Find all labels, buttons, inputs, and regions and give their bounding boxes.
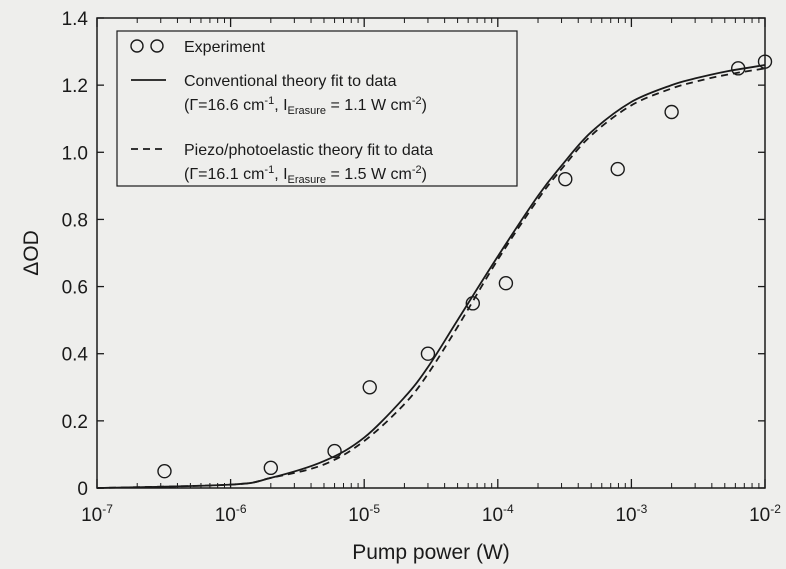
legend-label-conventional: Conventional theory fit to data [184,73,397,90]
legend-params-conventional: (Γ=16.6 cm-1, IErasure = 1.1 W cm-2) [184,95,427,117]
param-i-label: , I [274,166,287,183]
legend: Experiment Conventional theory fit to da… [116,30,518,187]
y-tick-label: 1.0 [62,143,88,164]
x-tick-label: 10-7 [81,502,113,526]
plot-border [96,17,766,489]
param-i-sub: Erasure [288,174,327,186]
legend-label-experiment: Experiment [184,39,265,56]
x-tick-label: 10-2 [749,502,781,526]
y-tick-label: 0.2 [62,412,88,433]
x-tick-label: 10-3 [615,502,647,526]
param-i-sup: -2 [412,95,422,107]
y-tick-label: 0 [77,479,88,500]
param-i-sub: Erasure [288,105,327,117]
legend-marker-circle [150,39,164,53]
y-tick-label: 1.4 [62,9,89,30]
y-tick-label: 0.6 [62,278,88,299]
piezo-fit-line [96,67,766,489]
legend-marker-circle [130,39,144,53]
param-gamma: Γ=16.6 cm [189,97,264,114]
experiment-point [362,380,377,395]
plot-area [96,17,766,489]
param-i-label: , I [274,97,287,114]
y-axis-title: ΔOD [20,230,43,276]
fit-curves [96,64,766,489]
legend-box [116,30,518,187]
legend-label-piezo: Piezo/photoelastic theory fit to data [184,142,433,159]
axis-ticks: 0 0.2 0.4 0.6 0.8 1.0 1.2 1.4 10-7 10-6 10-5 10-4 10… [62,9,782,526]
x-axis-title: Pump power (W) [352,541,510,564]
experiment-point [757,54,773,69]
experiment-point [730,61,746,76]
param-i-value: = 1.5 W cm [326,166,412,183]
legend-params-piezo: (Γ=16.1 cm-1, IErasure = 1.5 W cm-2) [184,164,427,186]
x-tick-label: 10-5 [348,502,380,526]
experiment-point [664,104,679,120]
param-gamma-sup: -1 [264,95,274,107]
experiment-point [498,276,514,291]
y-tick-label: 0.4 [62,345,89,366]
experiment-point [558,171,573,187]
experiment-point [263,460,279,476]
experiment-point [157,464,172,479]
experiment-point [327,443,342,459]
experiment-point [420,346,436,361]
param-gamma-sup: -1 [264,164,274,176]
y-tick-label: 0.8 [62,210,88,231]
param-i-value: = 1.1 W cm [326,97,412,114]
experiment-point [465,296,481,311]
param-i-sup: -2 [412,164,422,176]
y-tick-label: 1.2 [62,76,88,97]
experiment-points [157,54,773,479]
param-gamma: Γ=16.1 cm [189,166,264,183]
experiment-point [610,161,625,177]
x-tick-label: 10-4 [482,502,514,526]
conventional-fit-line [96,64,766,489]
x-tick-label: 10-6 [215,502,247,526]
